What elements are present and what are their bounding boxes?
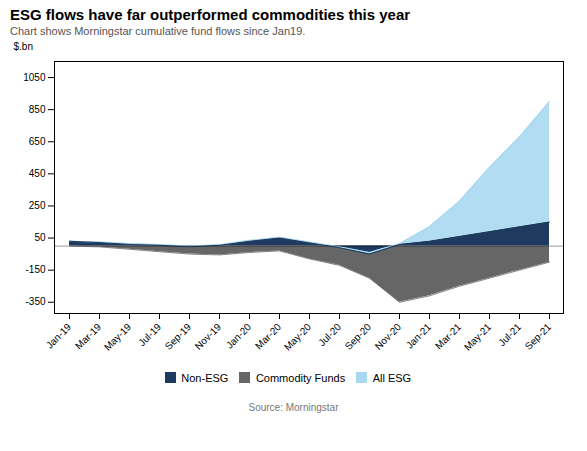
svg-text:Nov-19: Nov-19	[193, 321, 224, 352]
svg-text:May-19: May-19	[102, 321, 134, 353]
svg-text:1050: 1050	[23, 72, 46, 83]
svg-text:Mar-19: Mar-19	[73, 321, 103, 351]
svg-text:Jul-19: Jul-19	[136, 321, 163, 348]
html-text:Source: Morningstar: Source: Morningstar	[248, 401, 339, 413]
svg-text:May-20: May-20	[282, 321, 314, 353]
svg-text:Jul-21: Jul-21	[496, 321, 523, 348]
svg-text:Sep-20: Sep-20	[343, 321, 374, 352]
svg-text:$.bn: $.bn	[14, 41, 33, 52]
html-text:Non-ESG: Non-ESG	[181, 371, 229, 384]
html-text:ESG flows have far outperforme: ESG flows have far outperformed commodit…	[10, 6, 411, 23]
svg-text:Mar-20: Mar-20	[253, 321, 283, 351]
html-text:Commodity Funds: Commodity Funds	[255, 371, 346, 384]
svg-text:May-21: May-21	[462, 321, 494, 353]
svg-text:-150: -150	[25, 264, 45, 275]
html-text:Chart shows Morningstar cumula: Chart shows Morningstar cumulative fund …	[10, 25, 306, 37]
svg-text:Jan-21: Jan-21	[404, 321, 434, 351]
svg-text:Jan-19: Jan-19	[44, 321, 74, 351]
html-text:All ESG: All ESG	[372, 371, 412, 384]
svg-text:Sep-21: Sep-21	[523, 321, 554, 352]
svg-text:Sep-19: Sep-19	[163, 321, 194, 352]
svg-text:Mar-21: Mar-21	[433, 321, 463, 351]
svg-text:50: 50	[34, 232, 46, 243]
svg-text:450: 450	[29, 168, 46, 179]
svg-text:-350: -350	[25, 296, 45, 307]
svg-text:Jul-20: Jul-20	[316, 321, 343, 348]
svg-text:Nov-20: Nov-20	[373, 321, 404, 352]
svg-text:250: 250	[29, 200, 46, 211]
svg-text:Jan-20: Jan-20	[224, 321, 254, 351]
svg-text:650: 650	[29, 136, 46, 147]
svg-text:850: 850	[29, 104, 46, 115]
